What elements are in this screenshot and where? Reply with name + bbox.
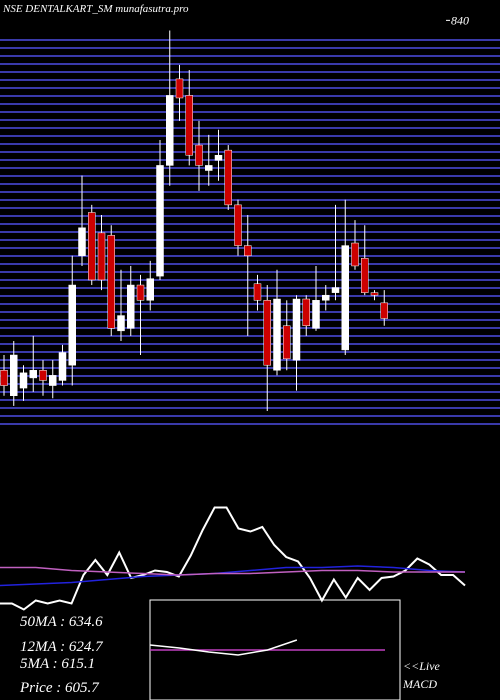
candle-body — [234, 204, 242, 246]
indicator-line — [149, 639, 298, 656]
live-label: <<Live — [403, 659, 441, 673]
candle-body — [107, 235, 115, 329]
candle-body — [292, 298, 301, 361]
candle-body — [146, 278, 154, 301]
indicator-line — [0, 566, 465, 576]
candle-body — [244, 245, 252, 257]
candle-body — [253, 283, 262, 301]
candle-body — [0, 370, 8, 386]
candle-body — [136, 284, 145, 301]
candle-body — [195, 144, 203, 166]
candle-body — [58, 352, 67, 381]
candle-body — [341, 245, 349, 351]
candle-body — [68, 284, 76, 366]
candle-body — [205, 165, 213, 171]
candle-body — [331, 287, 340, 293]
indicator-line — [0, 565, 466, 587]
candle-body — [29, 370, 37, 379]
candle-body — [175, 78, 184, 99]
stat: 50MA : 634.6 — [20, 614, 103, 630]
candle-body — [88, 212, 96, 281]
macd-title: MACD — [402, 677, 437, 691]
candle-body — [322, 294, 330, 301]
y-tick-label: 840 — [451, 13, 469, 27]
candle-body — [156, 165, 164, 277]
candle-body — [380, 302, 388, 319]
candle-body — [19, 372, 28, 389]
candle-body — [185, 95, 193, 156]
indicator-line — [0, 506, 466, 611]
candle-body — [312, 300, 320, 329]
candle-body — [97, 232, 106, 281]
chart-title: NSE DENTALKART_SM munafasutra.pro — [2, 3, 189, 15]
candle-body — [263, 300, 271, 366]
candle-body — [224, 149, 232, 206]
candle-body — [214, 154, 223, 161]
candle-body — [166, 95, 174, 166]
stat: 12MA : 624.7 — [20, 639, 104, 655]
candle-body — [370, 292, 379, 296]
stat: 5MA : 615.1 — [20, 656, 95, 672]
candle-body — [10, 354, 18, 396]
candle-body — [273, 298, 281, 371]
candle-body — [302, 298, 310, 326]
candle-body — [361, 258, 369, 293]
candle-body — [39, 370, 47, 381]
candle-body — [78, 227, 86, 257]
candle-body — [283, 325, 291, 360]
candle-body — [117, 315, 125, 332]
candle-body — [351, 242, 359, 267]
candle-body — [49, 375, 57, 386]
candle-body — [127, 284, 135, 329]
stat: Price : 605.7 — [19, 680, 100, 696]
